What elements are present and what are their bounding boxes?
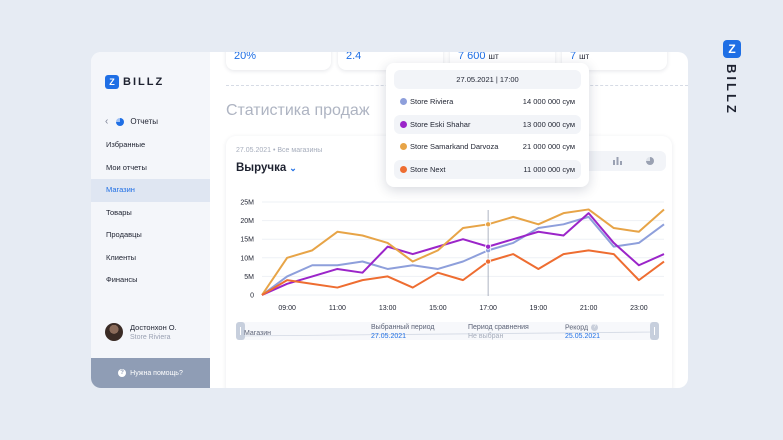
series-point bbox=[485, 243, 492, 250]
kpi-value: 7 bbox=[570, 52, 577, 62]
sidebar-menu: Избранные Мои отчеты Магазин Товары Продавцы… bbox=[91, 134, 210, 292]
tooltip-store-value: 13 000 000 сум bbox=[522, 119, 575, 129]
chevron-down-icon: ⌄ bbox=[289, 163, 297, 173]
series-line bbox=[261, 208, 665, 296]
y-tick-label: 0 bbox=[250, 293, 254, 300]
sidebar-item[interactable]: Избранные bbox=[106, 140, 146, 149]
y-tick-label: 15M bbox=[240, 237, 254, 244]
user-store: Store Riviera bbox=[130, 334, 171, 341]
sidebar: Z BILLZ ‹ Отчеты Избранные Мои отчеты Мага… bbox=[91, 52, 210, 388]
tooltip-store-name: Store Next bbox=[410, 164, 446, 174]
x-tick-label: 21:00 bbox=[580, 305, 598, 312]
pie-chart-icon bbox=[116, 117, 125, 126]
sidebar-item[interactable]: Клиенты bbox=[106, 252, 137, 262]
avatar bbox=[105, 323, 123, 341]
tooltip-store-name: Store Riviera bbox=[410, 97, 454, 106]
series-dot-icon bbox=[400, 98, 407, 105]
tooltip-date: 27.05.2021 | 17:00 bbox=[394, 70, 581, 89]
chevron-left-icon: ‹ bbox=[105, 116, 109, 127]
sidebar-item[interactable]: Финансы bbox=[106, 275, 138, 284]
x-tick-label: 09:00 bbox=[278, 305, 296, 312]
col-record-label: Рекорд bbox=[565, 324, 589, 332]
series-point bbox=[485, 221, 492, 228]
series-line bbox=[261, 212, 665, 296]
pie-view-button[interactable] bbox=[634, 151, 666, 171]
range-minimap bbox=[242, 331, 657, 337]
tooltip-store-value: 21 000 000 сум bbox=[522, 142, 575, 151]
series-dot-icon bbox=[400, 120, 407, 128]
help-label: Нужна помощь? bbox=[130, 369, 183, 377]
tooltip-store-name: Store Eski Shahar bbox=[410, 119, 471, 129]
tooltip-store-value: 14 000 000 сум bbox=[522, 97, 575, 106]
y-tick-label: 20M bbox=[240, 218, 254, 225]
line-chart: 0 5M 10M 15M 20M 25M 09:00 11:00 13:00 15:00 17:00… bbox=[236, 200, 665, 340]
chart-tooltip: 27.05.2021 | 17:00 Store Riviera 14 000 0… bbox=[386, 63, 589, 187]
kpi-card-4: 7 шт bbox=[562, 52, 667, 70]
col-compare: Период сравнения Не выбран bbox=[468, 324, 529, 340]
col-period-label: Выбранный период bbox=[371, 324, 435, 331]
tooltip-store-value: 11 000 000 сум bbox=[523, 164, 575, 174]
x-tick-label: 15:00 bbox=[429, 305, 447, 312]
back-to-reports[interactable]: ‹ Отчеты bbox=[105, 116, 158, 127]
y-tick-label: 5M bbox=[244, 274, 254, 281]
section-title: Статистика продаж bbox=[226, 102, 370, 119]
question-icon: ? bbox=[118, 369, 127, 377]
back-label: Отчеты bbox=[130, 117, 158, 126]
user-profile[interactable]: Достонхон О. Store Riviera bbox=[105, 323, 177, 341]
brand-vertical: Z BILLZ bbox=[723, 40, 743, 116]
help-button[interactable]: ? Нужна помощь? bbox=[91, 358, 210, 388]
x-tick-label: 11:00 bbox=[329, 305, 346, 312]
sidebar-logo[interactable]: Z BILLZ bbox=[105, 75, 164, 89]
record-value: 25.05.2021 bbox=[565, 333, 601, 341]
tooltip-row: Store Riviera 14 000 000 сум bbox=[394, 92, 581, 111]
sidebar-item[interactable]: Мои отчеты bbox=[106, 162, 147, 172]
card-meta: 27.05.2021 • Все магазины bbox=[236, 147, 323, 154]
tooltip-store-name: Store Samarkand Darvoza bbox=[410, 142, 499, 151]
tooltip-row: Store Next 11 000 000 сум bbox=[394, 159, 581, 179]
col-store: Магазин bbox=[244, 330, 272, 337]
bar-chart-icon bbox=[612, 157, 622, 165]
logo-icon: Z bbox=[105, 75, 119, 89]
series-dot-icon bbox=[400, 143, 407, 150]
col-period: Выбранный период 27.05.2021 bbox=[371, 324, 434, 340]
col-compare-label: Период сравнения bbox=[468, 324, 529, 331]
series-line bbox=[261, 215, 665, 296]
metric-label: Выручка bbox=[236, 162, 287, 174]
series-point bbox=[485, 258, 492, 265]
brand-logo-icon: Z bbox=[723, 40, 741, 58]
kpi-value: 20% bbox=[234, 52, 257, 62]
tooltip-row: Store Eski Shahar 13 000 000 сум bbox=[394, 114, 581, 134]
sidebar-item[interactable]: Магазин bbox=[91, 179, 210, 202]
x-tick-label: 13:00 bbox=[379, 305, 397, 312]
period-value: 27.05.2021 bbox=[371, 333, 407, 340]
series-dot-icon bbox=[400, 165, 407, 173]
bar-view-button[interactable] bbox=[601, 151, 633, 171]
sidebar-item[interactable]: Продавцы bbox=[106, 230, 142, 239]
user-name: Достонхон О. bbox=[130, 323, 177, 332]
x-tick-label: 23:00 bbox=[630, 305, 648, 312]
x-tick-label: 19:00 bbox=[530, 305, 548, 312]
brand-wordmark: BILLZ bbox=[724, 64, 739, 116]
info-icon[interactable]: ? bbox=[591, 324, 599, 331]
col-record: Рекорд? 25.05.2021 bbox=[565, 324, 600, 340]
kpi-value: 7 600 bbox=[458, 52, 486, 62]
kpi-unit: шт bbox=[488, 52, 499, 61]
kpi-value: 2.4 bbox=[346, 52, 362, 62]
kpi-card-1: 20% bbox=[226, 52, 331, 70]
y-tick-label: 25M bbox=[240, 200, 254, 207]
tooltip-row: Store Samarkand Darvoza 21 000 000 сум bbox=[394, 137, 581, 156]
sidebar-item[interactable]: Товары bbox=[106, 207, 132, 217]
y-tick-label: 10M bbox=[240, 255, 254, 262]
pie-icon bbox=[645, 157, 654, 165]
range-track bbox=[241, 322, 658, 340]
series-line bbox=[261, 249, 665, 296]
logo-wordmark: BILLZ bbox=[123, 76, 165, 88]
kpi-unit: шт bbox=[579, 52, 590, 61]
x-tick-label: 17:00 bbox=[479, 305, 497, 312]
metric-selector[interactable]: Выручка ⌄ bbox=[236, 162, 297, 174]
compare-value: Не выбран bbox=[468, 333, 504, 340]
